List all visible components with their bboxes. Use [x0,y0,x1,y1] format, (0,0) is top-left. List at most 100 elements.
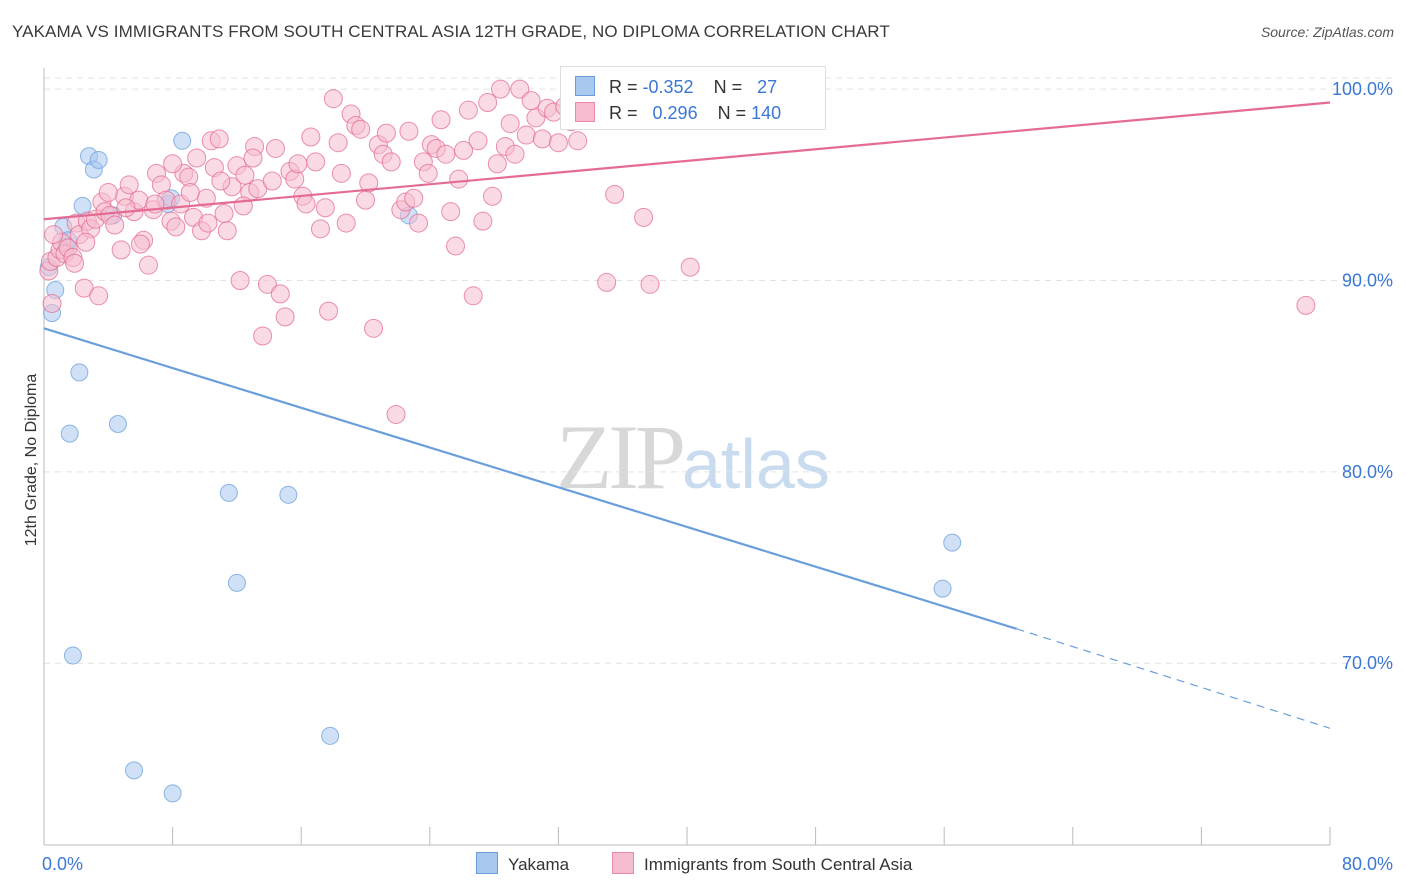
point-immigrants [198,213,218,233]
y-axis-label: 12th Grade, No Diploma [23,373,40,547]
legend-swatch-yakama [476,852,498,874]
point-immigrants [436,144,456,164]
legend-swatch-immigrants [612,852,634,874]
point-yakama [219,483,238,502]
point-immigrants [364,318,384,338]
point-immigrants [130,234,150,254]
point-immigrants [521,91,541,111]
point-immigrants [187,148,207,168]
point-immigrants [449,169,469,189]
y-tick-label: 90.0% [1342,270,1393,290]
point-immigrants [257,274,277,294]
point-yakama [163,784,182,803]
point-immigrants [386,404,406,424]
point-immigrants [491,79,511,99]
point-immigrants [235,165,255,185]
point-immigrants [634,207,654,227]
point-immigrants [516,125,536,145]
point-immigrants [319,301,339,321]
legend-item-yakama[interactable]: Yakama [476,852,569,875]
point-immigrants [505,144,525,164]
point-immigrants [323,89,343,109]
legend-swatch-immigrants [575,102,595,122]
point-immigrants [217,221,237,241]
point-immigrants [42,293,62,313]
point-immigrants [431,110,451,130]
point-immigrants [404,188,424,208]
point-immigrants [463,286,483,306]
legend-label-immigrants: Immigrants from South Central Asia [644,855,913,874]
point-immigrants [548,133,568,153]
point-immigrants [468,131,488,151]
point-immigrants [331,163,351,183]
legend-swatch-yakama [575,76,595,96]
point-immigrants [180,182,200,202]
legend-r-value: 0.296 [652,103,698,123]
point-immigrants [310,219,330,239]
point-immigrants [230,270,250,290]
point-immigrants [568,131,588,151]
point-immigrants [454,140,474,160]
legend-n-value: 27 [757,77,778,97]
trendline-yakama-extension [1016,628,1331,729]
x-tick-label: 0.0% [42,854,83,874]
point-immigrants [76,232,96,252]
point-immigrants [359,173,379,193]
x-tick-label: 80.0% [1342,854,1393,874]
point-yakama [89,150,108,169]
y-tick-label: 70.0% [1342,653,1393,673]
point-yakama [933,579,952,598]
source-label: Source: ZipAtlas.com [1260,24,1394,40]
point-immigrants [418,163,438,183]
point-immigrants [262,171,282,191]
point-immigrants [285,169,305,189]
point-immigrants [510,79,530,99]
y-tick-label: 100.0% [1332,79,1393,99]
point-immigrants [301,127,321,147]
point-immigrants [116,198,136,218]
legend-r-label: R = [609,103,638,123]
point-immigrants [680,257,700,277]
point-immigrants [270,284,290,304]
point-immigrants [446,236,466,256]
point-immigrants [640,274,660,294]
correlation-legend: R = -0.352 N = 27 R = 0.296 N = 140 [560,66,826,130]
point-immigrants [98,182,118,202]
point-immigrants [163,154,183,174]
legend-item-immigrants[interactable]: Immigrants from South Central Asia [612,852,912,875]
point-yakama [227,573,246,592]
y-tick-label: 80.0% [1342,462,1393,482]
point-immigrants [138,255,158,275]
point-immigrants [243,148,263,168]
point-yakama [943,533,962,552]
point-immigrants [605,184,625,204]
point-immigrants [166,217,186,237]
point-immigrants [356,190,375,210]
legend-n-label: N = [713,77,743,97]
legend-row-yakama: R = -0.352 N = 27 [575,76,777,100]
point-immigrants [89,286,109,306]
point-immigrants [211,171,231,191]
point-yakama [173,131,192,150]
point-immigrants [214,204,234,224]
point-yakama [125,761,144,780]
point-immigrants [458,100,478,120]
point-immigrants [351,119,371,139]
point-immigrants [253,326,273,346]
point-immigrants [1296,295,1316,315]
chart-title: YAKAMA VS IMMIGRANTS FROM SOUTH CENTRAL … [12,22,890,41]
point-immigrants [473,211,493,231]
point-immigrants [376,123,396,143]
legend-label-yakama: Yakama [508,855,570,874]
point-immigrants [487,154,507,174]
point-yakama [321,726,340,745]
point-immigrants [500,114,520,134]
point-immigrants [482,186,502,206]
point-immigrants [275,307,295,327]
point-immigrants [532,129,552,149]
point-immigrants [441,202,461,222]
point-immigrants [111,240,131,260]
point-immigrants [409,213,429,233]
legend-n-label: N = [717,103,747,123]
